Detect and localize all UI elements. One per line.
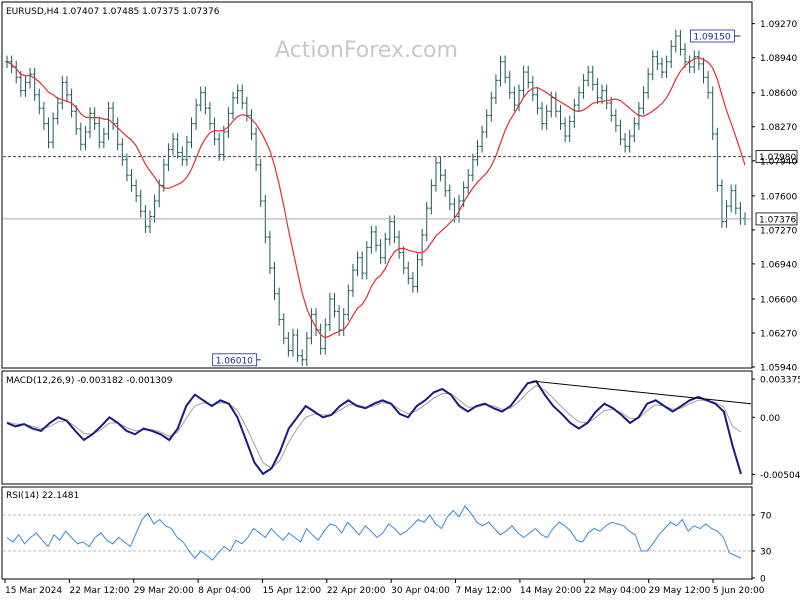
- price-horizontal-lines: 1.07980 1.07376: [3, 150, 798, 226]
- rsi-panel-label: RSI(14) 22.1481: [6, 491, 79, 501]
- price-y-tick-label: 1.05940: [760, 364, 797, 374]
- x-tick-label: 15 Apr 12:00: [262, 586, 321, 596]
- macd-y-ticks: 0.003375 0.00 -0.00504: [752, 376, 800, 481]
- x-tick-label: 5 Jun 20:00: [713, 586, 765, 596]
- x-tick-label: 22 Apr 20:00: [327, 586, 386, 596]
- macd-y-tick-label: 0.00: [760, 414, 780, 424]
- rsi-series: [6, 505, 742, 561]
- price-y-tick-label: 1.07600: [760, 192, 797, 202]
- price-y-tick-label: 1.06940: [760, 260, 797, 270]
- watermark: ActionForex.com: [275, 38, 458, 63]
- macd-panel-label: MACD(12,26,9) -0.003182 -0.001309: [6, 376, 173, 386]
- macd-y-tick-label: 0.003375: [760, 376, 800, 386]
- price-level-label-box: [755, 212, 798, 226]
- moving-average-path: [6, 57, 746, 339]
- x-tick-label: 29 May 12:00: [649, 586, 711, 596]
- x-tick-label: 30 Apr 04:00: [391, 586, 450, 596]
- price-y-tick-label: 1.06600: [760, 295, 797, 305]
- x-tick-label: 7 May 12:00: [456, 586, 512, 596]
- macd-trend-line: [531, 380, 752, 405]
- price-y-tick-label: 1.09270: [760, 20, 797, 30]
- price-y-tick-label: 1.08270: [760, 123, 797, 133]
- annotation-label: 1.09150: [693, 32, 730, 42]
- rsi-line: [6, 505, 742, 561]
- moving-average-line: [6, 57, 746, 339]
- rsi-panel-frame: [1, 486, 753, 580]
- x-tick-label: 29 Mar 20:00: [134, 586, 194, 596]
- rsi-y-tick-label: 30: [760, 548, 772, 558]
- price-y-tick-label: 1.08600: [760, 89, 797, 99]
- annotation-box: [212, 353, 258, 367]
- macd-panel-frame: [1, 370, 753, 485]
- price-level-label: 1.07376: [759, 215, 796, 225]
- x-tick-label: 14 May 20:00: [520, 586, 582, 596]
- macd-series: [6, 379, 752, 476]
- x-axis-labels: 15 Mar 2024 22 Mar 12:00 29 Mar 20:00 8 Apr…: [4, 579, 765, 596]
- rsi-y-ticks: 70 30 0: [752, 512, 772, 585]
- price-y-tick-label: 1.06270: [760, 329, 797, 339]
- price-annotations: 1.09150 1.06010: [212, 29, 741, 367]
- annotation-box: [689, 29, 735, 43]
- price-panel-label: EURUSD,H4 1.07407 1.07485 1.07375 1.0737…: [6, 7, 220, 17]
- price-panel-frame: [1, 1, 753, 369]
- macd-y-tick-label: -0.00504: [760, 471, 800, 481]
- x-tick-label: 22 Mar 12:00: [69, 586, 129, 596]
- x-tick-label: 22 May 04:00: [584, 586, 646, 596]
- price-y-tick-label: 1.08940: [760, 54, 797, 64]
- price-level-label: 1.07980: [759, 153, 796, 163]
- rsi-y-tick-label: 70: [760, 512, 772, 522]
- price-y-tick-label: 1.07940: [760, 157, 797, 167]
- price-y-ticks: 1.09270 1.08940 1.08600 1.08270 1.07940 1.076…: [752, 20, 797, 374]
- x-tick-label: 15 Mar 2024: [5, 586, 62, 596]
- price-bars: [5, 29, 747, 366]
- price-level-label-box: [755, 150, 798, 164]
- price-y-tick-label: 1.07270: [760, 226, 797, 236]
- rsi-y-tick-label: 0: [760, 575, 766, 585]
- macd-line: [6, 379, 742, 476]
- annotation-label: 1.06010: [216, 356, 253, 366]
- x-tick-label: 8 Apr 04:00: [198, 586, 251, 596]
